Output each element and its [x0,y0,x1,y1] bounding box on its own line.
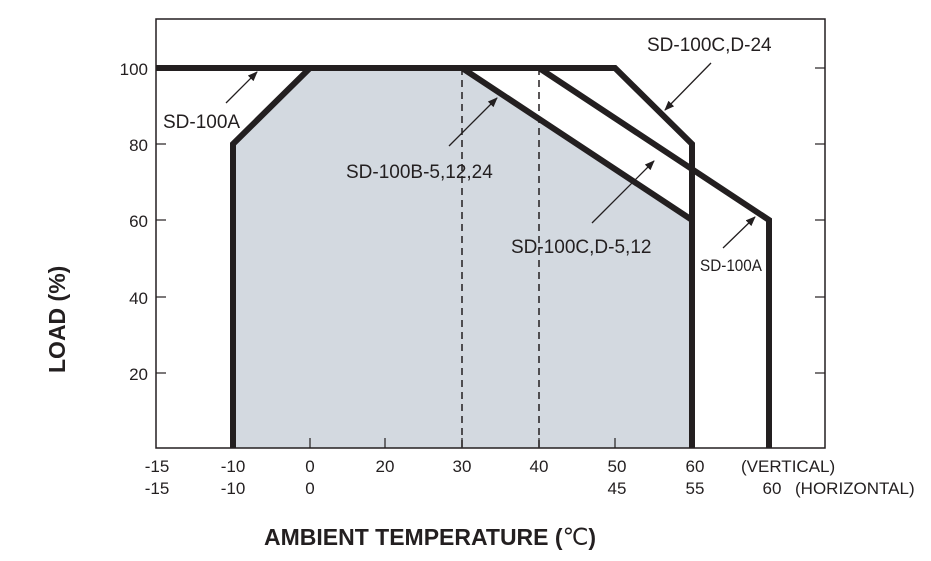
y-ticks-left [156,143,166,374]
label-sd-100a-right: SD-100A [700,256,763,275]
safe-operating-area [233,68,692,448]
svg-text:-15: -15 [145,457,170,476]
curve-sd-100cd-24 [539,65,695,448]
arrow-sd-100cd-512 [591,160,655,224]
svg-text:40: 40 [129,289,148,308]
svg-text:40: 40 [530,457,549,476]
label-sd-100cd-24: SD-100C,D-24 [647,35,772,56]
svg-text:45: 45 [608,479,627,498]
svg-text:20: 20 [376,457,395,476]
svg-text:-10: -10 [221,457,246,476]
curve-sd-100b [230,65,694,448]
arrow-sd-100a-left [225,71,258,104]
svg-text:-15: -15 [145,479,170,498]
svg-text:50: 50 [608,457,627,476]
x-tick-labels-horizontal: -15 -10 0 45 55 60 [145,479,782,498]
y-tick-labels: 100 80 60 40 20 [120,60,148,384]
svg-text:0: 0 [305,479,314,498]
arrow-sd-100a-right [722,216,756,249]
plot-frame [155,18,826,449]
x-axis-title: AMBIENT TEMPERATURE (℃) [264,524,596,550]
svg-text:20: 20 [129,365,148,384]
x-tick-labels-vertical: -15 -10 0 20 30 40 50 60 [145,457,705,476]
y-axis-title: LOAD (%) [44,266,70,373]
celsius-unit: ℃ [563,524,589,550]
svg-text:55: 55 [686,479,705,498]
svg-text:60: 60 [129,212,148,231]
svg-text:100: 100 [120,60,148,79]
row-label-vertical: (VERTICAL) [741,457,835,476]
label-sd-100a-left: SD-100A [163,112,240,133]
label-sd-100b: SD-100B-5,12,24 [346,162,493,183]
label-sd-100cd-512: SD-100C,D-5,12 [511,237,651,258]
svg-text:30: 30 [453,457,472,476]
svg-text:-10: -10 [221,479,246,498]
svg-text:60: 60 [763,479,782,498]
y-ticks-right [815,67,825,374]
svg-text:60: 60 [686,457,705,476]
svg-text:80: 80 [129,136,148,155]
arrow-sd-100b [448,97,498,147]
svg-text:0: 0 [305,457,314,476]
row-label-horizontal: (HORIZONTAL) [795,479,915,498]
arrow-sd-100cd-24 [664,62,712,111]
